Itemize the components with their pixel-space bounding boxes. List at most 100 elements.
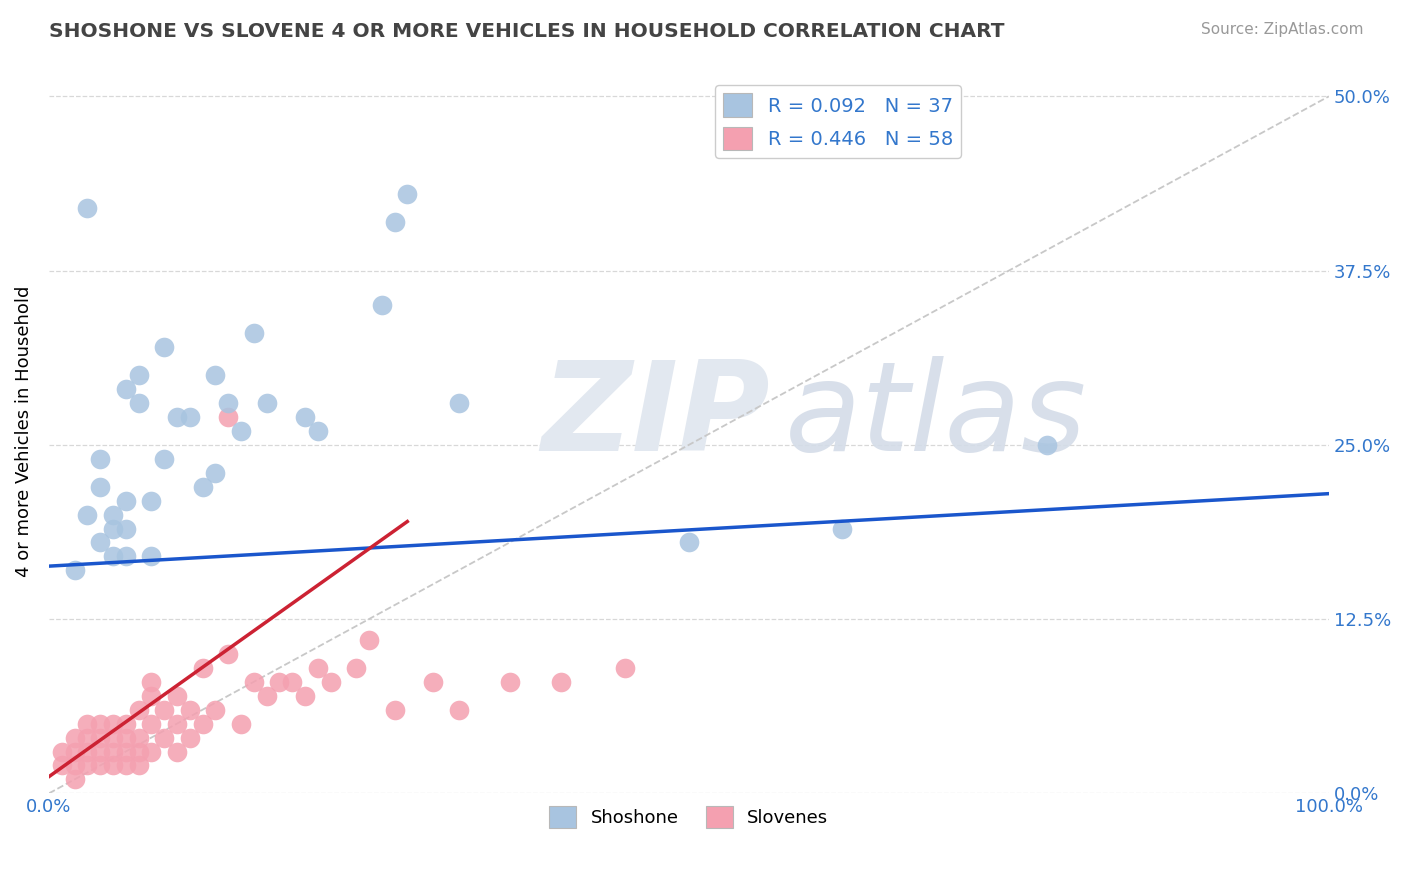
Point xyxy=(63,563,86,577)
Point xyxy=(114,382,136,396)
Point xyxy=(179,731,201,745)
Text: SHOSHONE VS SLOVENE 4 OR MORE VEHICLES IN HOUSEHOLD CORRELATION CHART: SHOSHONE VS SLOVENE 4 OR MORE VEHICLES I… xyxy=(49,22,1005,41)
Point xyxy=(204,466,226,480)
Point xyxy=(128,731,150,745)
Point xyxy=(307,661,329,675)
Point xyxy=(153,731,176,745)
Point xyxy=(613,661,636,675)
Point xyxy=(229,716,252,731)
Point xyxy=(114,521,136,535)
Point xyxy=(357,633,380,648)
Point xyxy=(101,745,124,759)
Text: ZIP: ZIP xyxy=(541,356,770,477)
Point xyxy=(217,396,239,410)
Point xyxy=(307,424,329,438)
Point xyxy=(294,689,316,703)
Point xyxy=(422,674,444,689)
Point xyxy=(179,409,201,424)
Point xyxy=(256,396,278,410)
Point xyxy=(76,758,98,772)
Point xyxy=(166,409,188,424)
Point xyxy=(63,745,86,759)
Point xyxy=(191,661,214,675)
Point xyxy=(191,480,214,494)
Point xyxy=(256,689,278,703)
Point xyxy=(191,716,214,731)
Point xyxy=(447,703,470,717)
Point xyxy=(114,716,136,731)
Point xyxy=(101,731,124,745)
Point xyxy=(217,647,239,661)
Point xyxy=(229,424,252,438)
Point xyxy=(242,326,264,341)
Point xyxy=(128,758,150,772)
Point xyxy=(179,703,201,717)
Point xyxy=(153,703,176,717)
Point xyxy=(63,731,86,745)
Point xyxy=(204,703,226,717)
Point xyxy=(51,745,73,759)
Point xyxy=(294,409,316,424)
Point xyxy=(153,340,176,354)
Point xyxy=(89,731,111,745)
Point xyxy=(76,201,98,215)
Point xyxy=(89,745,111,759)
Point xyxy=(242,674,264,689)
Point xyxy=(89,758,111,772)
Point xyxy=(370,298,392,312)
Point xyxy=(51,758,73,772)
Point xyxy=(166,745,188,759)
Point xyxy=(128,396,150,410)
Point xyxy=(101,508,124,522)
Point xyxy=(63,772,86,787)
Point xyxy=(89,716,111,731)
Point xyxy=(89,480,111,494)
Point xyxy=(89,535,111,549)
Point xyxy=(499,674,522,689)
Point xyxy=(114,549,136,564)
Point xyxy=(141,745,163,759)
Point xyxy=(319,674,342,689)
Point xyxy=(63,758,86,772)
Point xyxy=(101,758,124,772)
Point xyxy=(217,409,239,424)
Point xyxy=(384,703,406,717)
Legend: Shoshone, Slovenes: Shoshone, Slovenes xyxy=(543,798,835,835)
Point xyxy=(384,215,406,229)
Point xyxy=(269,674,291,689)
Text: Source: ZipAtlas.com: Source: ZipAtlas.com xyxy=(1201,22,1364,37)
Point xyxy=(114,745,136,759)
Point xyxy=(344,661,367,675)
Point xyxy=(114,758,136,772)
Point xyxy=(1036,438,1059,452)
Point xyxy=(141,716,163,731)
Point xyxy=(447,396,470,410)
Point xyxy=(101,716,124,731)
Point xyxy=(204,368,226,383)
Text: atlas: atlas xyxy=(785,356,1087,477)
Y-axis label: 4 or more Vehicles in Household: 4 or more Vehicles in Household xyxy=(15,285,32,576)
Point xyxy=(141,493,163,508)
Point xyxy=(76,508,98,522)
Point xyxy=(550,674,572,689)
Point xyxy=(76,745,98,759)
Point xyxy=(89,451,111,466)
Point xyxy=(141,689,163,703)
Point xyxy=(153,451,176,466)
Point xyxy=(166,716,188,731)
Point xyxy=(128,703,150,717)
Point xyxy=(76,716,98,731)
Point xyxy=(396,186,419,201)
Point xyxy=(678,535,700,549)
Point xyxy=(101,549,124,564)
Point xyxy=(128,745,150,759)
Point xyxy=(76,731,98,745)
Point xyxy=(128,368,150,383)
Point xyxy=(101,521,124,535)
Point xyxy=(831,521,853,535)
Point xyxy=(141,674,163,689)
Point xyxy=(114,493,136,508)
Point xyxy=(281,674,304,689)
Point xyxy=(141,549,163,564)
Point xyxy=(114,731,136,745)
